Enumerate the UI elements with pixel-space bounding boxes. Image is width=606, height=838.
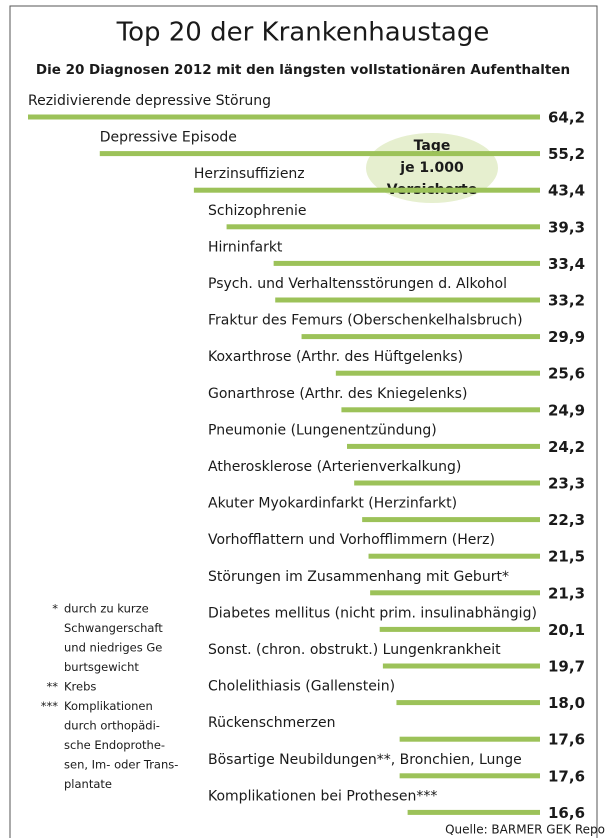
category-label: Koxarthrose (Arthr. des Hüftgelenks)	[208, 349, 463, 365]
value-label: 33,4	[548, 255, 585, 273]
value-label: 18,0	[548, 694, 585, 712]
annotation: je 1.000	[399, 160, 464, 176]
category-label: Cholelithiasis (Gallenstein)	[208, 679, 395, 695]
value-label: 19,7	[548, 658, 585, 676]
value-label: 25,6	[548, 365, 585, 383]
value-label: 55,2	[548, 145, 585, 163]
value-label: 21,5	[548, 548, 585, 566]
footnote-text: sen, Im- oder Trans-	[64, 758, 178, 772]
source: Quelle: BARMER GEK Report Krankenhaus 20…	[445, 823, 606, 837]
category-label: Rückenschmerzen	[208, 715, 335, 731]
chart-title: Top 20 der Krankenhaustage	[116, 18, 490, 48]
value-label: 23,3	[548, 475, 585, 493]
bar	[347, 443, 540, 449]
value-label: 16,6	[548, 804, 585, 822]
bar	[28, 114, 540, 120]
value-label: 17,6	[548, 767, 585, 785]
bar	[370, 590, 540, 596]
value-label: 64,2	[548, 109, 585, 127]
category-label: Psych. und Verhaltensstörungen d. Alkoho…	[208, 276, 507, 292]
category-label: Diabetes mellitus (nicht prim. insulinab…	[208, 605, 537, 621]
footnote-text: durch zu kurze	[64, 602, 149, 616]
footnote-text: plantate	[64, 777, 112, 791]
category-label: Bösartige Neubildungen**, Bronchien, Lun…	[208, 752, 522, 768]
value-label: 24,9	[548, 401, 585, 419]
bar	[382, 663, 540, 669]
category-label: Akuter Myokardinfarkt (Herzinfarkt)	[208, 496, 457, 512]
annotation: Tage	[414, 138, 451, 154]
category-label: Gonarthrose (Arthr. des Kniegelenks)	[208, 386, 467, 402]
category-label: Komplikationen bei Prothesen***	[208, 788, 437, 804]
value-label: 21,3	[548, 584, 585, 602]
bar	[301, 334, 540, 340]
footnote-text: und niedriges Ge	[64, 641, 162, 655]
footnote-text: Schwangerschaft	[64, 621, 163, 635]
frame	[9, 5, 598, 838]
bar	[362, 517, 540, 523]
value-label: 39,3	[548, 218, 585, 236]
value-label: 43,4	[548, 182, 585, 200]
value-label: 33,2	[548, 292, 585, 310]
bar	[368, 553, 540, 559]
bar	[335, 370, 540, 376]
value-label: 22,3	[548, 511, 585, 529]
footnote-mark: **	[47, 680, 59, 694]
value-label: 17,6	[548, 731, 585, 749]
bar	[407, 809, 540, 815]
bar	[273, 260, 540, 266]
category-label: Vorhofflattern und Vorhofflimmern (Herz)	[208, 532, 495, 548]
bar	[193, 187, 540, 193]
category-label: Schizophrenie	[208, 203, 306, 219]
annotation-bubble	[366, 133, 498, 203]
footnote-mark: *	[52, 602, 58, 616]
category-label: Pneumonie (Lungenentzündung)	[208, 422, 437, 438]
value-label: 24,2	[548, 438, 585, 456]
bar	[99, 151, 541, 157]
bar	[226, 224, 540, 230]
category-label: Störungen im Zusammenhang mit Geburt*	[208, 569, 509, 585]
bar	[399, 773, 540, 779]
category-label: Atherosklerose (Arterienverkalkung)	[208, 459, 461, 475]
category-label: Herzinsuffizienz	[194, 166, 305, 182]
category-label: Sonst. (chron. obstrukt.) Lungenkrankhei…	[208, 642, 501, 658]
footnote-text: Komplikationen	[64, 699, 153, 713]
footnote-text: sche Endoprothe-	[64, 738, 165, 752]
category-label: Rezidivierende depressive Störung	[28, 93, 271, 109]
category-label: Hirninfarkt	[208, 239, 283, 255]
bar	[354, 480, 540, 486]
footnote-text: Krebs	[64, 680, 96, 694]
bar	[399, 736, 540, 742]
bar	[396, 700, 540, 706]
category-label: Depressive Episode	[100, 130, 237, 146]
value-label: 29,9	[548, 328, 585, 346]
footnote-text: durch orthopädi-	[64, 719, 160, 733]
category-label: Fraktur des Femurs (Oberschenkelhalsbruc…	[208, 313, 523, 329]
bar	[341, 407, 540, 413]
footnote-text: burtsgewicht	[64, 660, 139, 674]
chart-subtitle: Die 20 Diagnosen 2012 mit den längsten v…	[36, 62, 570, 78]
footnote-mark: ***	[41, 699, 59, 713]
value-label: 20,1	[548, 621, 585, 639]
bar	[275, 297, 540, 303]
bar	[379, 626, 540, 632]
